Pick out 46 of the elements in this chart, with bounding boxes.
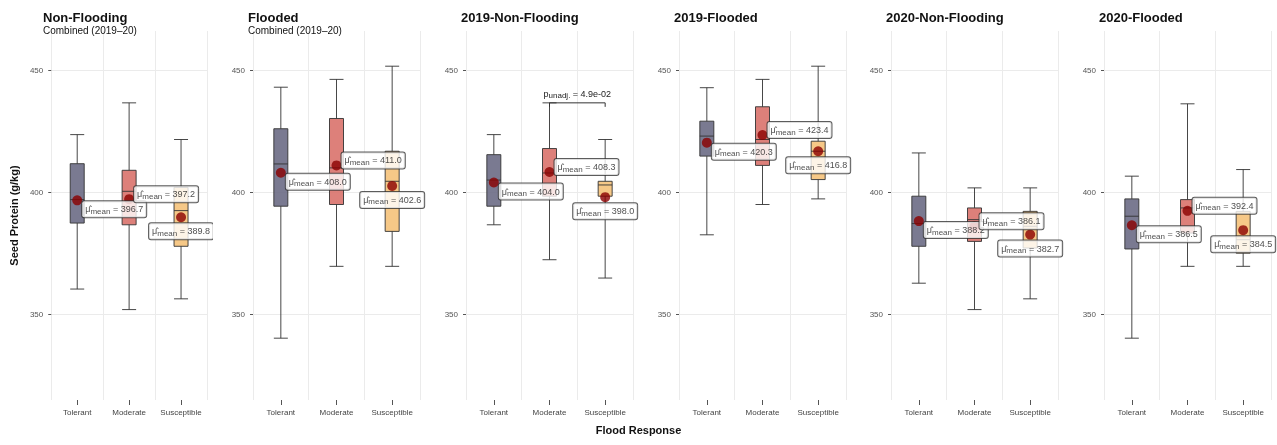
x-tick-label: Susceptible <box>371 407 414 417</box>
x-tick-label: Tolerant <box>479 407 509 417</box>
y-axis-title: Seed Protein (g/kg) <box>7 165 20 266</box>
y-tick-label: 450 <box>29 65 44 75</box>
x-tick-label: Tolerant <box>1117 407 1147 417</box>
x-tick-label: Tolerant <box>692 407 722 417</box>
x-tick-label: Susceptible <box>160 407 203 417</box>
y-tick-label: 450 <box>444 65 459 75</box>
y-tick-label: 350 <box>29 309 44 319</box>
y-tick-label: 350 <box>444 309 459 319</box>
y-tick-label: 400 <box>29 187 44 197</box>
y-tick-label: 400 <box>444 187 459 197</box>
chart-title: 2020-Flooded <box>1099 10 1184 25</box>
chart-title: Non-Flooding <box>43 10 128 25</box>
y-tick-label: 400 <box>869 187 884 197</box>
x-tick-label: Susceptible <box>1009 407 1052 417</box>
x-tick-label: Tolerant <box>904 407 935 417</box>
chart-title: 2019-Flooded <box>673 10 758 25</box>
chart-subtitle: Combined (2019–20) <box>247 24 342 36</box>
y-tick-label: 450 <box>869 65 884 75</box>
chart-title: 2020-Non-Flooding <box>886 10 1005 25</box>
y-tick-label: 400 <box>231 187 246 197</box>
y-tick-label: 450 <box>231 65 246 75</box>
chart-title: Flooded <box>247 10 299 25</box>
chart-subtitle: Combined (2019–20) <box>43 24 137 36</box>
y-tick-label: 400 <box>1082 187 1097 197</box>
y-tick-label: 400 <box>657 187 672 197</box>
y-tick-label: 450 <box>1082 65 1097 75</box>
x-tick-label: Susceptible <box>796 407 839 417</box>
y-tick-label: 350 <box>657 309 672 319</box>
x-tick-label: Moderate <box>319 407 354 417</box>
chart-title: 2019-Non-Flooding <box>460 10 579 25</box>
x-tick-label: Moderate <box>1170 407 1206 417</box>
x-tick-label: Moderate <box>957 407 993 417</box>
x-tick-label: Tolerant <box>62 407 93 417</box>
x-tick-label: Susceptible <box>584 407 627 417</box>
x-tick-label: Moderate <box>532 407 567 417</box>
y-tick-label: 350 <box>231 309 246 319</box>
x-tick-label: Moderate <box>112 407 147 417</box>
y-tick-label: 350 <box>869 309 884 319</box>
x-tick-label: Tolerant <box>266 407 296 417</box>
x-tick-label: Moderate <box>745 407 780 417</box>
y-tick-label: 450 <box>657 65 672 75</box>
y-tick-label: 350 <box>1082 309 1097 319</box>
x-tick-label: Susceptible <box>1222 407 1265 417</box>
x-axis-title: Flood Response <box>594 424 683 436</box>
